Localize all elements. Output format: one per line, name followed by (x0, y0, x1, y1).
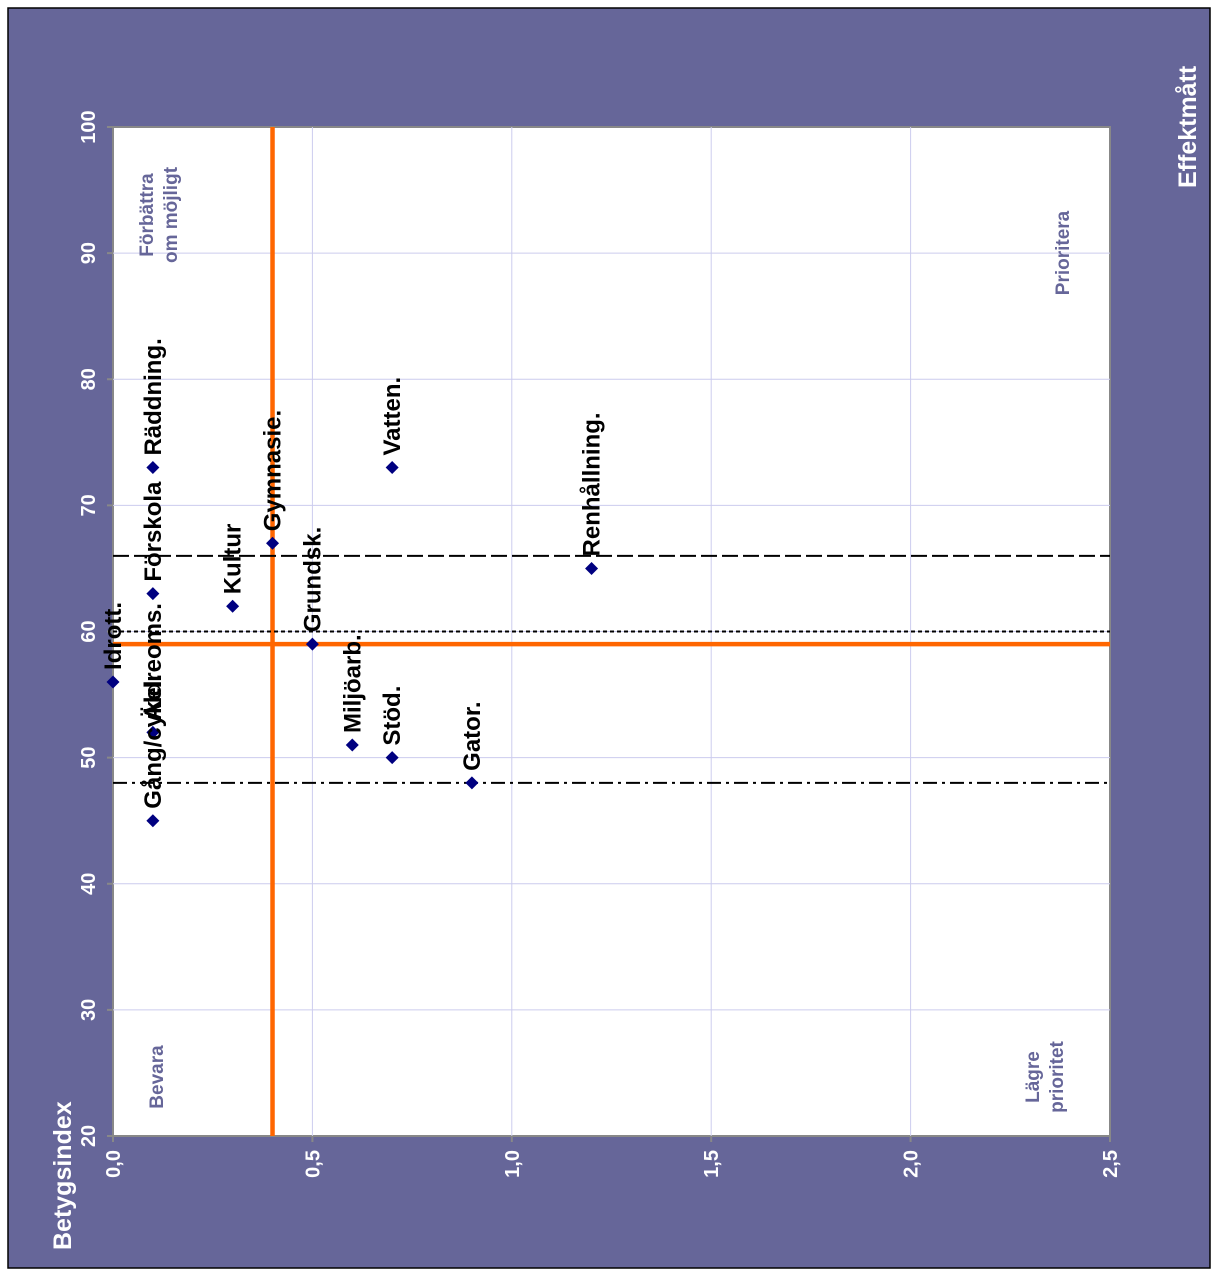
data-point-marker (585, 561, 599, 575)
data-point-label: Gång/cykel. (140, 674, 167, 809)
x-axis-title: Betygsindex (49, 1101, 77, 1250)
data-point-label: Gator. (459, 701, 486, 770)
tick-label-effektmatt: 2,5 (1100, 1150, 1122, 1178)
tick-label-betygsindex: 80 (78, 368, 100, 390)
data-point-marker (146, 587, 160, 601)
data-point-label: Äldreoms. (140, 603, 167, 720)
tick-label-effektmatt: 0,0 (103, 1150, 125, 1178)
tick-label-betygsindex: 30 (78, 999, 100, 1021)
data-point-label: Räddning. (140, 338, 167, 455)
tick-label-effektmatt: 2,0 (901, 1150, 923, 1178)
data-point-marker (385, 751, 399, 765)
tick-label-effektmatt: 1,0 (502, 1150, 524, 1178)
tick-label-betygsindex: 60 (78, 620, 100, 642)
reference-lines (113, 127, 1110, 1136)
tick-label-betygsindex: 40 (78, 873, 100, 895)
data-point-label: Gymnasie. (260, 410, 287, 531)
data-point-label: Kultur (220, 524, 247, 595)
quadrant-label: Prioritera (1053, 210, 1074, 295)
data-point-label: Miljöarb. (339, 634, 366, 733)
data-point-label: Stöd. (379, 686, 406, 746)
data-point-marker (266, 536, 280, 550)
tick-label-betygsindex: 90 (78, 242, 100, 264)
data-point-marker (305, 637, 319, 651)
data-point-label: Idrott. (100, 602, 127, 670)
tick-label-betygsindex: 20 (78, 1125, 100, 1147)
tick-labels: 20 30 40 50 60 70 80 90 100 0,0 0,5 1,0 1,5 2,0 2,5 (78, 110, 1122, 1178)
quadrant-label: om möjligt (161, 166, 182, 263)
data-point-label: Grundsk. (299, 527, 326, 632)
data-point-marker (146, 461, 160, 475)
y-axis-title: Effektmått (1174, 65, 1202, 188)
axis-titles: Betygsindex Effektmått (49, 65, 1202, 1250)
data-point-marker (465, 776, 479, 790)
tick-label-betygsindex: 50 (78, 747, 100, 769)
quadrant-label: Lägre (1023, 1051, 1044, 1103)
data-point-marker (226, 599, 240, 613)
data-points: Räddning. Vatten. Gymnasie. Renhållning. För… (100, 338, 606, 828)
tick-label-betygsindex: 70 (78, 494, 100, 516)
data-point-marker (106, 675, 120, 689)
quadrant-label: Förbättra (137, 173, 158, 257)
data-point-label: Vatten. (379, 377, 406, 456)
data-point-marker (146, 814, 160, 828)
data-point-label: Renhållning. (579, 412, 606, 556)
quadrant-label: Bevara (147, 1045, 168, 1109)
quadrant-labels: Förbättra om möjligt Prioritera Bevara Lägre… (137, 166, 1074, 1113)
quadrant-label: prioritet (1047, 1040, 1068, 1112)
data-point-label: Förskola (140, 481, 167, 582)
tick-label-betygsindex: 100 (78, 110, 100, 143)
data-point-marker (146, 725, 160, 739)
data-point-marker (345, 738, 359, 752)
tick-label-effektmatt: 1,5 (701, 1150, 723, 1178)
tick-label-effektmatt: 0,5 (302, 1150, 324, 1178)
data-point-marker (385, 461, 399, 475)
